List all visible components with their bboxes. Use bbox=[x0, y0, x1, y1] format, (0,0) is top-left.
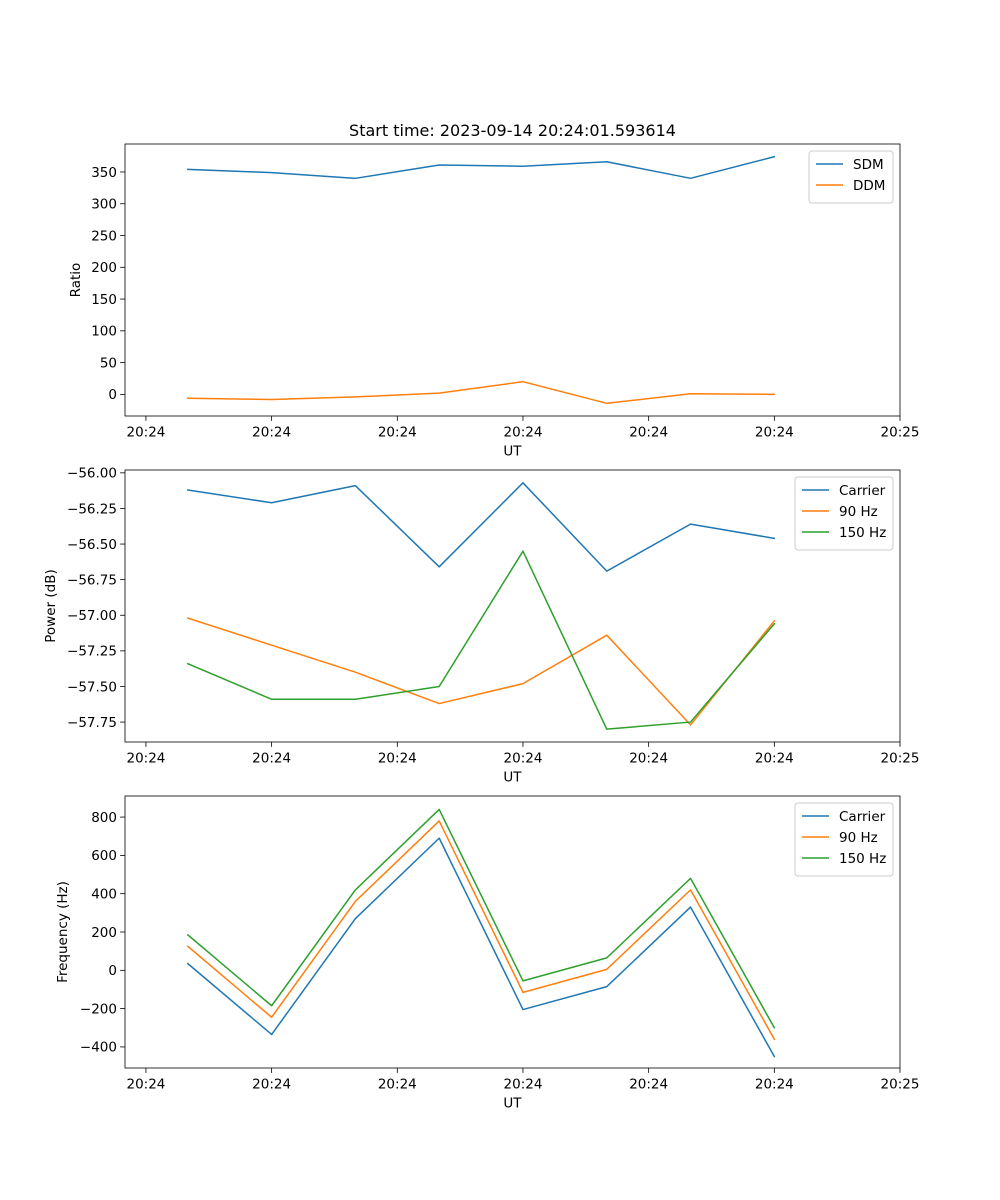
x-tick-label: 20:24 bbox=[755, 425, 794, 441]
y-tick-label: 350 bbox=[91, 165, 117, 181]
y-tick-label: −57.75 bbox=[67, 715, 117, 731]
y-tick-label: 600 bbox=[91, 848, 117, 864]
y-tick-label: 0 bbox=[108, 387, 117, 403]
x-tick-label: 20:24 bbox=[755, 1077, 794, 1093]
y-axis-label: Power (dB) bbox=[43, 569, 59, 642]
legend-label: Carrier bbox=[839, 809, 886, 825]
legend-label: 150 Hz bbox=[839, 851, 886, 867]
legend: Carrier 90 Hz 150 Hz bbox=[794, 802, 894, 877]
y-tick-label: 200 bbox=[91, 260, 117, 276]
series-line-90-hz bbox=[186, 820, 776, 1041]
y-tick-label: 800 bbox=[91, 810, 117, 826]
y-tick-label: 50 bbox=[100, 355, 117, 371]
x-tick-label: 20:24 bbox=[252, 1077, 291, 1093]
series-line-150-hz bbox=[186, 550, 776, 730]
y-tick-label: 100 bbox=[91, 324, 117, 340]
figure-title: Start time: 2023-09-14 20:24:01.593614 bbox=[349, 121, 676, 140]
y-tick-label: −200 bbox=[80, 1001, 117, 1017]
y-tick-label: −56.75 bbox=[67, 572, 117, 588]
x-tick-label: 20:24 bbox=[755, 751, 794, 767]
y-axis-label: Frequency (Hz) bbox=[55, 881, 71, 983]
x-tick-label: 20:25 bbox=[881, 1077, 920, 1093]
legend-label: SDM bbox=[853, 157, 884, 173]
axes-frame bbox=[124, 143, 901, 417]
y-tick-label: −57.00 bbox=[67, 608, 117, 624]
series-line-carrier bbox=[186, 837, 776, 1058]
x-tick-label: 20:24 bbox=[252, 425, 291, 441]
legend-label: 90 Hz bbox=[839, 830, 878, 846]
y-tick-label: −57.25 bbox=[67, 644, 117, 660]
y-tick-label: −400 bbox=[80, 1040, 117, 1056]
x-tick-label: 20:24 bbox=[504, 751, 543, 767]
x-axis-label: UT bbox=[503, 770, 522, 786]
chart-panel-2: 20:24 20:24 20:24 20:24 20:24 20:24 20:25 −56.0… bbox=[43, 466, 919, 786]
x-tick-label: 20:24 bbox=[629, 751, 668, 767]
x-axis-label: UT bbox=[503, 1096, 522, 1112]
legend-label: Carrier bbox=[839, 483, 886, 499]
legend-label: 90 Hz bbox=[839, 504, 878, 520]
x-tick-label: 20:24 bbox=[378, 751, 417, 767]
chart-panel-3: 20:24 20:24 20:24 20:24 20:24 20:24 20:25 −400 −… bbox=[55, 795, 920, 1112]
series-line-carrier bbox=[186, 482, 776, 572]
legend: Carrier 90 Hz 150 Hz bbox=[794, 476, 894, 551]
y-axis-label: Ratio bbox=[68, 263, 84, 298]
x-tick-label: 20:24 bbox=[504, 425, 543, 441]
x-tick-label: 20:24 bbox=[378, 1077, 417, 1093]
legend-label: 150 Hz bbox=[839, 525, 886, 541]
y-tick-label: −56.25 bbox=[67, 501, 117, 517]
axes-frame bbox=[124, 469, 901, 743]
x-tick-label: 20:25 bbox=[881, 751, 920, 767]
chart-panels: 20:24 20:24 20:24 20:24 20:24 20:24 20:25 0 50 10… bbox=[43, 143, 920, 1112]
x-tick-label: 20:24 bbox=[504, 1077, 543, 1093]
x-tick-label: 20:24 bbox=[252, 751, 291, 767]
y-tick-label: 200 bbox=[91, 925, 117, 941]
y-tick-label: −57.50 bbox=[67, 679, 117, 695]
x-axis-label: UT bbox=[503, 444, 522, 460]
x-tick-label: 20:25 bbox=[881, 425, 920, 441]
plot-area bbox=[187, 155, 776, 405]
x-tick-label: 20:24 bbox=[629, 425, 668, 441]
y-tick-label: 300 bbox=[91, 197, 117, 213]
y-tick-label: 0 bbox=[108, 963, 117, 979]
chart-panel-1: 20:24 20:24 20:24 20:24 20:24 20:24 20:25 0 50 10… bbox=[68, 143, 920, 460]
series-line-90-hz bbox=[186, 617, 776, 726]
series-line-150-hz bbox=[186, 808, 776, 1029]
y-tick-label: −56.00 bbox=[67, 466, 117, 482]
plot-area bbox=[186, 808, 776, 1058]
legend: SDM DDM bbox=[808, 150, 894, 204]
y-tick-label: 250 bbox=[91, 228, 117, 244]
series-line-ddm bbox=[187, 380, 776, 405]
y-tick-label: −56.50 bbox=[67, 537, 117, 553]
legend-label: DDM bbox=[853, 178, 885, 194]
y-tick-label: 150 bbox=[91, 292, 117, 308]
x-tick-label: 20:24 bbox=[126, 751, 165, 767]
x-tick-label: 20:24 bbox=[126, 1077, 165, 1093]
x-tick-label: 20:24 bbox=[378, 425, 417, 441]
y-tick-label: 400 bbox=[91, 886, 117, 902]
series-line-sdm bbox=[187, 155, 776, 180]
x-tick-label: 20:24 bbox=[629, 1077, 668, 1093]
x-tick-label: 20:24 bbox=[126, 425, 165, 441]
plot-area bbox=[186, 482, 776, 730]
